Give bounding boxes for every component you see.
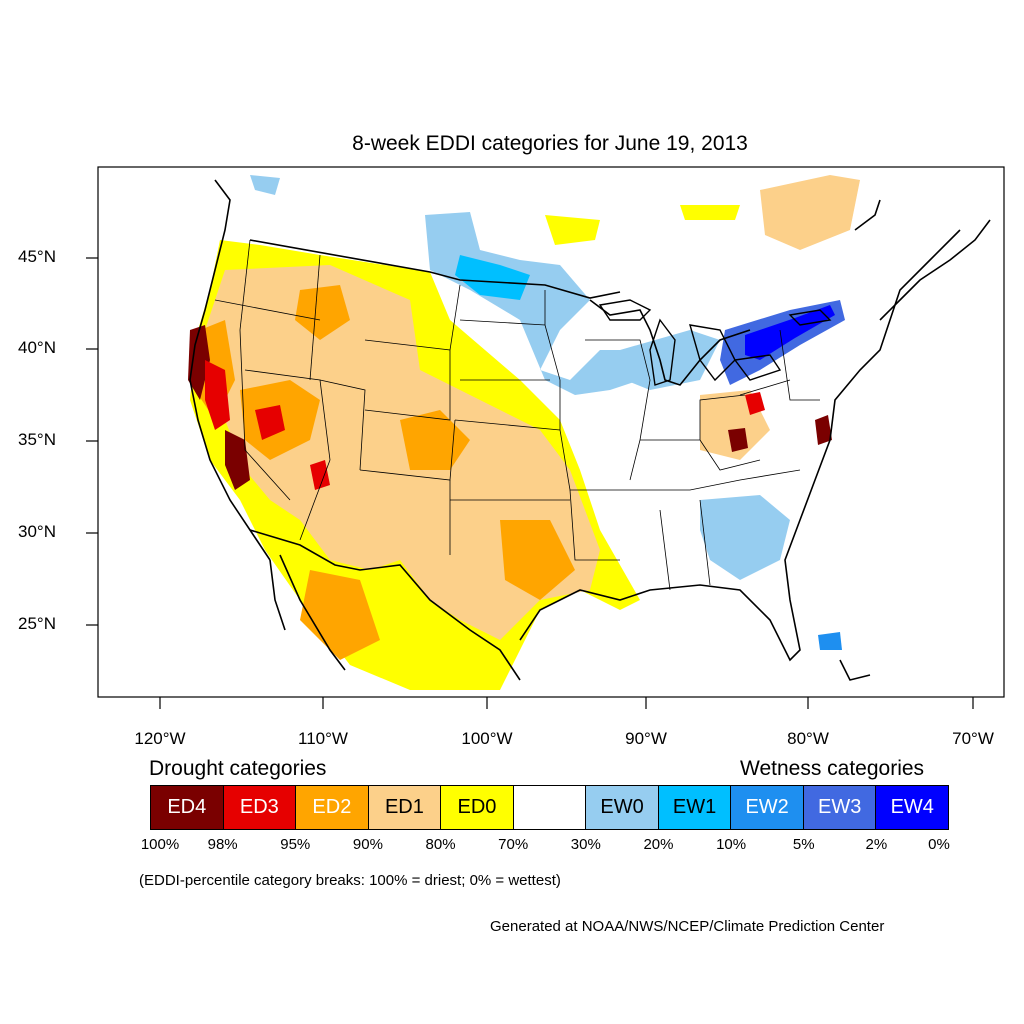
ed3-patch: [205, 360, 230, 430]
legend-swatch-ew2: EW2: [731, 786, 804, 829]
percent-break-label: 100%: [140, 836, 180, 853]
axis-ticks: [86, 257, 974, 709]
ed2-patch: [295, 285, 350, 340]
lat-label-45: 45°N: [18, 247, 56, 266]
percent-break-label: 80%: [425, 836, 456, 853]
percent-break-label: 70%: [498, 836, 529, 853]
lat-label-40: 40°N: [18, 338, 56, 357]
lon-label-100: 100°W: [461, 729, 513, 748]
legend-swatch-ed2: ED2: [296, 786, 369, 829]
category-note: (EDDI-percentile category breaks: 100% =…: [139, 872, 561, 889]
lon-label-70: 70°W: [952, 729, 994, 748]
map-title: 8-week EDDI categories for June 19, 2013: [352, 132, 748, 155]
category-legend: ED4 ED3 ED2 ED1 ED0 EW0 EW1 EW2 EW3 EW4: [150, 785, 949, 830]
percent-break-label: 98%: [207, 836, 238, 853]
lon-label-90: 90°W: [625, 729, 667, 748]
ew4-patch: [818, 632, 842, 650]
ew1-patch: [455, 255, 530, 300]
lat-label-30: 30°N: [18, 522, 56, 541]
map-frame: [97, 166, 1005, 698]
drought-heading: Drought categories: [149, 757, 327, 780]
percent-break-label: 30%: [570, 836, 601, 853]
lon-label-80: 80°W: [787, 729, 829, 748]
percent-break-label: 0%: [928, 836, 950, 853]
great-lakes: [598, 299, 832, 386]
ed3-patch: [255, 405, 285, 440]
percent-break-label: 20%: [643, 836, 674, 853]
percent-break-label: 90%: [352, 836, 383, 853]
ed1-region: [205, 265, 600, 640]
credit-line: Generated at NOAA/NWS/NCEP/Climate Predi…: [490, 918, 885, 935]
legend-swatch-ed4: ED4: [151, 786, 224, 829]
percent-break-label: 95%: [280, 836, 311, 853]
legend-swatch-ew3: EW3: [803, 786, 877, 829]
borders-coastlines: [189, 179, 991, 681]
ed2-patch: [500, 520, 575, 600]
wetness-heading: Wetness categories: [740, 757, 925, 780]
ed4-patch: [188, 325, 210, 400]
ed2-patch: [400, 410, 470, 470]
legend-swatch-ed3: ED3: [223, 786, 297, 829]
ed0-patch: [680, 205, 740, 220]
ed4-patch: [815, 415, 832, 445]
state-boundaries: [214, 239, 820, 591]
percent-break-label: 10%: [716, 836, 747, 853]
ed4-patch: [225, 430, 250, 490]
legend-swatch-ed0: ED0: [441, 786, 514, 829]
lat-label-35: 35°N: [18, 430, 56, 449]
percent-break-label: 5%: [792, 836, 815, 853]
ed3-patch: [310, 460, 330, 490]
ed4-patch: [728, 428, 748, 452]
lon-label-110: 110°W: [298, 729, 348, 748]
ed0-patch: [545, 215, 600, 245]
legend-swatch-ew1: EW1: [658, 786, 732, 829]
ed3-patch: [745, 392, 765, 415]
legend-swatch-neutral: [513, 786, 587, 829]
ed2-patch: [300, 570, 380, 660]
ew0-patch: [700, 495, 790, 580]
lon-label-120: 120°W: [134, 729, 186, 748]
ew0-patch: [425, 212, 640, 395]
legend-swatch-ew0: EW0: [586, 786, 659, 829]
percent-break-label: 2%: [865, 836, 888, 853]
legend-swatch-ed1: ED1: [368, 786, 442, 829]
legend-swatch-ew4: EW4: [876, 786, 949, 829]
ew0-patch: [250, 175, 280, 195]
ed2-patch: [760, 175, 860, 250]
lat-label-25: 25°N: [18, 614, 56, 633]
ew4-patch: [745, 305, 835, 360]
